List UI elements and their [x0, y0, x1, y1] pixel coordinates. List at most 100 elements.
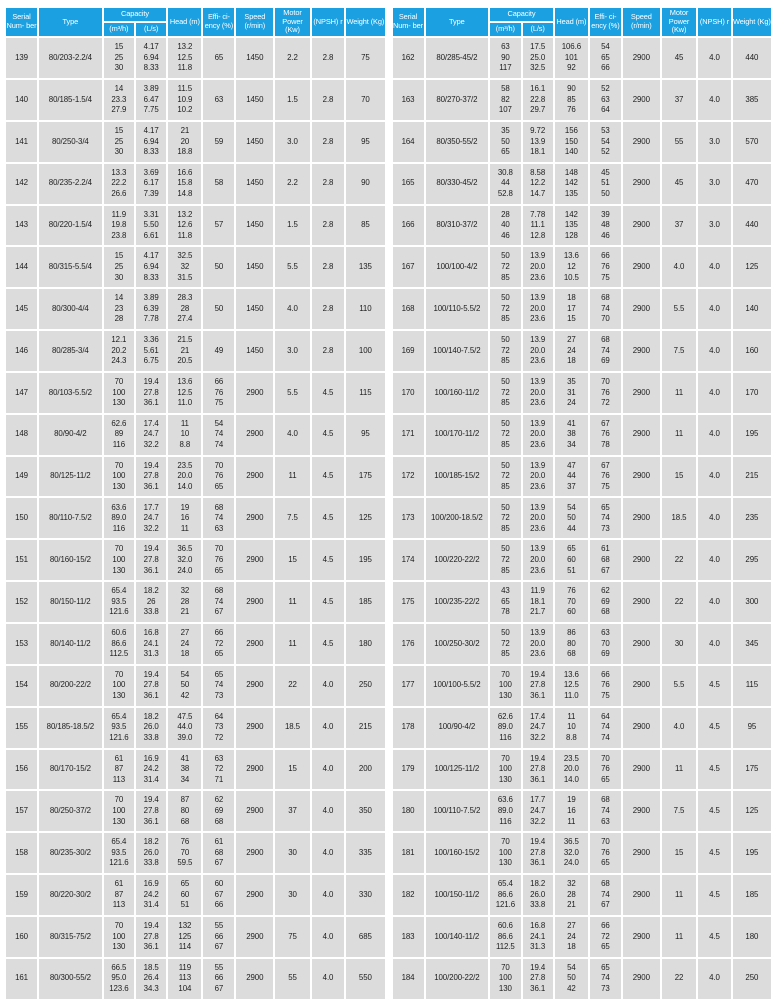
cell-efficiency: 62 69 68: [589, 582, 621, 623]
cell-weight: 440: [732, 205, 771, 246]
cell-npsh: 4.0: [698, 958, 731, 999]
cell-capacity-m3h: 15 25 30: [103, 121, 134, 162]
cell-speed: 1450: [236, 121, 274, 162]
cell-motor-power: 3.0: [275, 121, 310, 162]
cell-speed: 2900: [236, 456, 274, 497]
cell-weight: 330: [346, 875, 385, 915]
cell-efficiency: 52 63 64: [589, 80, 621, 120]
header-capacity-ls: (L/s): [136, 23, 167, 37]
cell-efficiency: 68 74 69: [589, 331, 621, 371]
cell-serial-number: 147: [6, 372, 37, 413]
table-row: 158 80/235-30/2 65.4 93.5 121.6 18.2 26.0 3…: [6, 833, 385, 874]
cell-head: 13.2 12.5 11.8: [168, 38, 202, 79]
cell-npsh: 4.5: [311, 582, 345, 623]
cell-head: 156 150 140: [554, 121, 588, 162]
cell-capacity-ls: 4.17 6.94 8.33: [136, 38, 167, 79]
cell-efficiency: 70 76 72: [589, 372, 621, 413]
cell-head: 54 50 42: [554, 958, 588, 999]
cell-weight: 345: [732, 624, 771, 664]
table-row: 140 80/185-1.5/4 14 23.3 27.9 3.89 6.47 7.7…: [6, 80, 385, 120]
cell-speed: 2900: [236, 749, 274, 790]
table-row: 153 80/140-11/2 60.6 86.6 112.5 16.8 24.1 3…: [6, 624, 385, 664]
cell-motor-power: 11: [661, 372, 697, 413]
cell-capacity-m3h: 50 72 85: [490, 540, 521, 581]
cell-weight: 125: [346, 498, 385, 539]
cell-serial-number: 170: [392, 372, 424, 413]
cell-head: 148 142 135: [554, 163, 588, 204]
cell-capacity-ls: 13.9 20.0 23.6: [522, 498, 553, 539]
cell-serial-number: 140: [6, 80, 37, 120]
cell-motor-power: 11: [275, 582, 310, 623]
cell-capacity-m3h: 15 25 30: [103, 38, 134, 79]
cell-capacity-ls: 17.7 24.7 32.2: [136, 498, 167, 539]
cell-head: 32 28 21: [554, 875, 588, 915]
header-type: Type: [425, 8, 489, 37]
cell-weight: 95: [732, 707, 771, 748]
cell-type: 100/110-7.5/2: [425, 791, 489, 832]
cell-head: 18 17 15: [554, 289, 588, 330]
cell-motor-power: 30: [275, 875, 310, 915]
cell-motor-power: 3.0: [275, 331, 310, 371]
cell-motor-power: 11: [661, 414, 697, 455]
cell-weight: 185: [732, 875, 771, 915]
cell-type: 100/220-22/2: [425, 540, 489, 581]
table-row: 163 80/270-37/2 58 82 107 16.1 22.8 29.7 90 …: [392, 80, 771, 120]
cell-motor-power: 11: [661, 875, 697, 915]
cell-weight: 195: [732, 414, 771, 455]
cell-motor-power: 37: [661, 80, 697, 120]
table-row: 148 80/90-4/2 62.6 89 116 17.4 24.7 32.2 11 …: [6, 414, 385, 455]
cell-capacity-ls: 13.9 20.0 23.6: [522, 289, 553, 330]
cell-efficiency: 61 68 67: [203, 833, 235, 874]
cell-capacity-ls: 19.4 27.8 36.1: [136, 456, 167, 497]
cell-type: 100/235-22/2: [425, 582, 489, 623]
cell-speed: 2900: [622, 205, 660, 246]
cell-npsh: 4.0: [698, 80, 731, 120]
cell-type: 80/90-4/2: [39, 414, 102, 455]
cell-head: 41 38 34: [168, 749, 202, 790]
cell-serial-number: 156: [6, 749, 37, 790]
cell-weight: 250: [346, 665, 385, 706]
table-row: 152 80/150-11/2 65.4 93.5 121.6 18.2 26 33.…: [6, 582, 385, 623]
header-head: Head (m): [168, 8, 202, 37]
cell-capacity-ls: 16.8 24.1 31.3: [136, 624, 167, 664]
cell-efficiency: 60 67 66: [203, 875, 235, 915]
cell-npsh: 3.0: [698, 121, 731, 162]
cell-serial-number: 177: [392, 665, 424, 706]
header-capacity-ls: (L/s): [522, 23, 553, 37]
cell-motor-power: 15: [275, 749, 310, 790]
cell-capacity-ls: 3.36 5.61 6.75: [136, 331, 167, 371]
cell-speed: 2900: [622, 163, 660, 204]
cell-npsh: 4.0: [698, 456, 731, 497]
cell-serial-number: 166: [392, 205, 424, 246]
cell-capacity-ls: 3.89 6.39 7.78: [136, 289, 167, 330]
cell-capacity-m3h: 66.5 95.0 123.6: [103, 958, 134, 999]
cell-speed: 2900: [622, 331, 660, 371]
cell-speed: 2900: [236, 624, 274, 664]
cell-serial-number: 167: [392, 247, 424, 288]
cell-type: 80/315-5.5/4: [39, 247, 102, 288]
cell-efficiency: 58: [203, 163, 235, 204]
cell-head: 35 31 24: [554, 372, 588, 413]
cell-type: 80/310-37/2: [425, 205, 489, 246]
cell-capacity-m3h: 61 87 113: [103, 749, 134, 790]
cell-weight: 115: [346, 372, 385, 413]
cell-serial-number: 144: [6, 247, 37, 288]
cell-weight: 235: [732, 498, 771, 539]
cell-serial-number: 161: [6, 958, 37, 999]
cell-type: 100/100-4/2: [425, 247, 489, 288]
cell-speed: 2900: [236, 916, 274, 957]
cell-head: 28.3 28 27.4: [168, 289, 202, 330]
cell-motor-power: 7.5: [661, 331, 697, 371]
cell-capacity-m3h: 65.4 93.5 121.6: [103, 707, 134, 748]
cell-capacity-ls: 16.9 24.2 31.4: [136, 749, 167, 790]
cell-capacity-ls: 11.9 18.1 21.7: [522, 582, 553, 623]
cell-speed: 2900: [622, 958, 660, 999]
cell-motor-power: 2.2: [275, 163, 310, 204]
cell-npsh: 4.0: [698, 289, 731, 330]
cell-head: 119 113 104: [168, 958, 202, 999]
cell-npsh: 4.0: [311, 875, 345, 915]
cell-head: 87 80 68: [168, 791, 202, 832]
cell-motor-power: 11: [275, 456, 310, 497]
cell-capacity-ls: 4.17 6.94 8.33: [136, 121, 167, 162]
cell-weight: 185: [346, 582, 385, 623]
